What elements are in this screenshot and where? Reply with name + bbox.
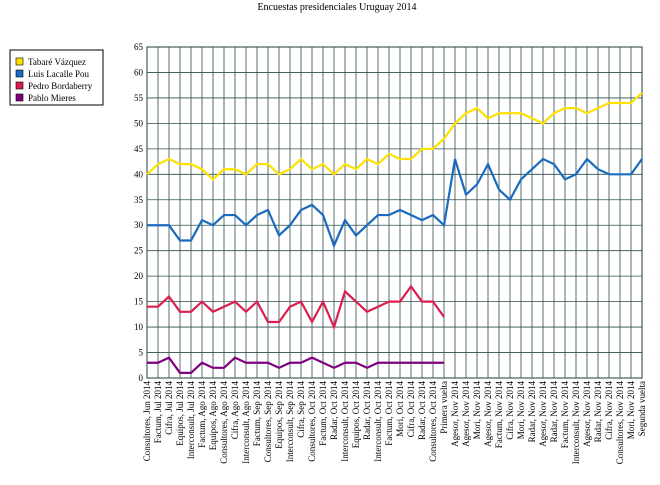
series-line xyxy=(146,92,643,181)
x-tick-label: Interconsult, Oct 2014 xyxy=(340,381,350,462)
y-tick-label: 45 xyxy=(134,144,144,154)
y-tick-label: 65 xyxy=(134,42,144,52)
x-tick-label: Interconsult, Jul 2014 xyxy=(186,381,196,460)
x-tick-label: Factum, Nov 2014 xyxy=(560,381,570,449)
x-tick-label: Cifra, Oct 2014 xyxy=(406,381,416,438)
x-tick-label: Interconsult, Nov 2014 xyxy=(571,381,581,465)
x-tick-label: Consultores, Nov 2014 xyxy=(615,381,625,465)
y-tick-label: 60 xyxy=(134,67,144,77)
legend-box xyxy=(9,49,104,106)
legend-label: Pedro Bordaberry xyxy=(28,81,93,91)
x-tick-label: Agesor, Nov 2014 xyxy=(483,381,493,447)
x-tick-label: Segunda vuelta xyxy=(637,381,647,436)
x-tick-label: Consultores, Sep 2014 xyxy=(263,381,273,463)
x-tick-label: Factum, Oct 2014 xyxy=(318,381,328,446)
x-tick-label: Radar, Nov 2014 xyxy=(549,381,559,443)
x-tick-label: Cifra, Ago 2014 xyxy=(230,381,240,440)
x-tick-label: Factum, Nov 2014 xyxy=(494,381,504,449)
legend-label: Luis Lacalle Pou xyxy=(28,69,89,79)
legend-swatch xyxy=(15,93,24,102)
legend-swatch xyxy=(15,69,24,78)
y-tick-label: 0 xyxy=(139,373,144,383)
y-tick-label: 15 xyxy=(134,297,144,307)
x-tick-label: Cifra, Jul 2014 xyxy=(164,381,174,435)
y-tick-label: 25 xyxy=(134,246,144,256)
x-tick-label: Interconsult, Oct 2014 xyxy=(373,381,383,462)
x-tick-label: Consultores, Oct 2014 xyxy=(307,381,317,462)
x-tick-label: Radar, Nov 2014 xyxy=(527,381,537,443)
x-tick-label: Factum, Oct 2014 xyxy=(384,381,394,446)
x-tick-label: Mori, Nov 2014 xyxy=(472,381,482,440)
x-tick-label: Cifra, Nov 2014 xyxy=(505,381,515,440)
y-tick-label: 55 xyxy=(134,93,144,103)
x-tick-label: Agesor, Nov 2014 xyxy=(582,381,592,447)
x-tick-label: Agesor, Nov 2014 xyxy=(450,381,460,447)
y-tick-label: 35 xyxy=(134,195,144,205)
x-tick-label: Consultores, Oct 2014 xyxy=(428,381,438,462)
x-tick-label: Factum, Jul 2014 xyxy=(153,381,163,444)
x-tick-label: Radar, Oct 2014 xyxy=(417,381,427,440)
series-line xyxy=(147,284,445,331)
x-tick-label: Agesor, Nov 2014 xyxy=(461,381,471,447)
x-tick-label: Factum, Ago 2014 xyxy=(197,381,207,448)
x-tick-label: Consultores, Ago 2014 xyxy=(219,381,229,464)
chart-title: Encuestas presidenciales Uruguay 2014 xyxy=(257,2,416,13)
y-tick-label: 10 xyxy=(134,322,144,332)
x-tick-label: Radar, Oct 2014 xyxy=(362,381,372,440)
legend-label: Tabaré Vázquez xyxy=(28,57,86,67)
x-tick-label: Radar, Nov 2014 xyxy=(593,381,603,443)
y-tick-label: 50 xyxy=(134,118,144,128)
x-tick-label: Cifra, Sep 2014 xyxy=(296,381,306,438)
y-tick-label: 40 xyxy=(134,169,144,179)
x-tick-label: Primera vuelta xyxy=(439,381,449,434)
x-tick-label: Equipos, Ago 2014 xyxy=(208,381,218,451)
x-tick-label: Mori, Nov 2014 xyxy=(626,381,636,440)
x-tick-label: Consultores, Jun 2014 xyxy=(142,381,152,462)
legend-swatch xyxy=(15,57,24,66)
legend-swatch xyxy=(15,81,24,90)
series-line xyxy=(147,157,643,249)
legend-label: Pablo Mieres xyxy=(28,93,76,103)
x-tick-label: Factum, Sep 2014 xyxy=(252,381,262,447)
x-tick-label: Radar, Oct 2014 xyxy=(329,381,339,440)
x-tick-label: Agesor, Nov 2014 xyxy=(538,381,548,447)
x-tick-label: Equipos, Sep 2014 xyxy=(274,381,284,449)
x-tick-label: Mori, Oct 2014 xyxy=(395,381,405,437)
x-tick-label: Interconsult, Sep 2014 xyxy=(285,381,295,463)
x-tick-label: Equipos, Jul 2014 xyxy=(175,381,185,446)
x-tick-label: Cifra, Nov 2014 xyxy=(604,381,614,440)
y-tick-label: 30 xyxy=(134,220,144,230)
series-line xyxy=(147,356,444,375)
y-tick-label: 20 xyxy=(134,271,144,281)
x-tick-label: Interconsult, Ago 2014 xyxy=(241,381,251,464)
y-tick-label: 5 xyxy=(139,348,144,358)
x-tick-label: Mori, Nov 2014 xyxy=(516,381,526,440)
x-tick-label: Equipos, Oct 2014 xyxy=(351,381,361,449)
